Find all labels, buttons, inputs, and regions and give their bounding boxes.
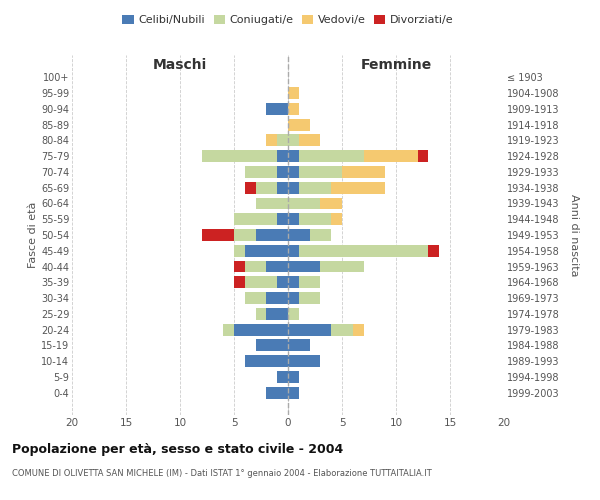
Bar	[299, 150, 364, 162]
Bar	[277, 134, 288, 146]
Y-axis label: Fasce di età: Fasce di età	[28, 202, 38, 268]
Bar	[288, 260, 320, 272]
Bar	[299, 214, 331, 225]
Bar	[288, 87, 299, 99]
Bar	[342, 166, 385, 178]
Text: Popolazione per età, sesso e stato civile - 2004: Popolazione per età, sesso e stato civil…	[12, 442, 343, 456]
Bar	[266, 260, 288, 272]
Bar	[266, 292, 288, 304]
Bar	[320, 198, 342, 209]
Bar	[288, 229, 310, 241]
Bar	[299, 245, 428, 256]
Bar	[288, 118, 310, 130]
Bar	[256, 308, 266, 320]
Bar	[288, 356, 320, 367]
Bar	[299, 166, 342, 178]
Bar	[418, 150, 428, 162]
Bar	[288, 387, 299, 398]
Bar	[256, 182, 277, 194]
Bar	[364, 150, 418, 162]
Bar	[288, 103, 299, 115]
Y-axis label: Anni di nascita: Anni di nascita	[569, 194, 579, 276]
Bar	[234, 229, 256, 241]
Bar	[277, 150, 288, 162]
Bar	[245, 260, 266, 272]
Bar	[202, 150, 277, 162]
Bar	[288, 292, 299, 304]
Bar	[299, 182, 331, 194]
Bar	[288, 340, 310, 351]
Bar	[288, 150, 299, 162]
Bar	[245, 292, 266, 304]
Bar	[428, 245, 439, 256]
Bar	[277, 166, 288, 178]
Bar	[256, 340, 288, 351]
Bar	[202, 229, 234, 241]
Bar	[299, 134, 320, 146]
Bar	[266, 308, 288, 320]
Bar	[288, 214, 299, 225]
Bar	[310, 229, 331, 241]
Bar	[353, 324, 364, 336]
Bar	[245, 276, 277, 288]
Bar	[277, 276, 288, 288]
Text: Maschi: Maschi	[153, 58, 207, 71]
Bar	[277, 371, 288, 383]
Bar	[277, 182, 288, 194]
Bar	[234, 214, 277, 225]
Bar	[266, 103, 288, 115]
Bar	[331, 324, 353, 336]
Bar	[277, 214, 288, 225]
Bar	[288, 166, 299, 178]
Bar	[288, 134, 299, 146]
Bar	[299, 292, 320, 304]
Bar	[234, 260, 245, 272]
Bar	[288, 245, 299, 256]
Bar	[331, 214, 342, 225]
Bar	[288, 371, 299, 383]
Bar	[256, 229, 288, 241]
Bar	[288, 182, 299, 194]
Bar	[256, 198, 288, 209]
Bar	[245, 166, 277, 178]
Bar	[245, 356, 288, 367]
Text: Femmine: Femmine	[361, 58, 431, 71]
Bar	[288, 198, 320, 209]
Bar	[223, 324, 234, 336]
Bar	[245, 182, 256, 194]
Legend: Celibi/Nubili, Coniugati/e, Vedovi/e, Divorziati/e: Celibi/Nubili, Coniugati/e, Vedovi/e, Di…	[118, 10, 458, 30]
Bar	[299, 276, 320, 288]
Bar	[288, 276, 299, 288]
Bar	[234, 245, 245, 256]
Bar	[266, 134, 277, 146]
Bar	[234, 276, 245, 288]
Bar	[320, 260, 364, 272]
Bar	[288, 324, 331, 336]
Bar	[331, 182, 385, 194]
Bar	[288, 308, 299, 320]
Bar	[234, 324, 288, 336]
Bar	[245, 245, 288, 256]
Bar	[266, 387, 288, 398]
Text: COMUNE DI OLIVETTA SAN MICHELE (IM) - Dati ISTAT 1° gennaio 2004 - Elaborazione : COMUNE DI OLIVETTA SAN MICHELE (IM) - Da…	[12, 469, 432, 478]
